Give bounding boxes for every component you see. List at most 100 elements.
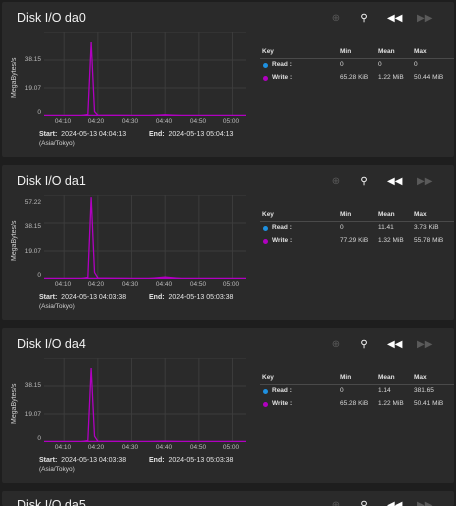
max-value: 50.41 MiB [414,400,444,407]
legend-header-min: Min [340,374,352,381]
end-value: 2024-05-13 05:03:38 [168,294,234,301]
read-dot-icon [263,226,268,231]
end-time: End: 2024-05-13 05:03:38 [149,294,233,301]
mean-value: 0 [378,61,382,68]
zoom-reset-icon[interactable]: ⚲ [360,13,368,24]
legend-row-read[interactable]: Read : 0 1.14 381.65 [260,386,454,399]
legend-header-min: Min [340,48,352,55]
y-tick: 57.22 [24,199,41,206]
max-value: 55.78 MiB [414,237,444,244]
legend-header-min: Min [340,211,352,218]
series-line-write [44,41,246,116]
forward-icon[interactable]: ▶▶ [417,13,433,24]
write-dot-icon [263,239,268,244]
legend-header-mean: Mean [378,211,395,218]
x-tick: 04:10 [54,281,72,288]
start-label: Start: [39,457,58,464]
zoom-in-icon[interactable]: ⊕ [331,13,341,24]
y-tick: 19.07 [24,248,41,255]
zoom-reset-icon[interactable]: ⚲ [360,500,368,506]
y-tick: 19.07 [24,411,41,418]
start-value: 2024-05-13 04:03:38 [61,457,127,464]
write-dot-icon [263,76,268,81]
series-name: Read : [272,61,292,68]
start-label: Start: [39,131,58,138]
start-value: 2024-05-13 04:04:13 [61,131,127,138]
series-name: Read : [272,224,292,231]
forward-icon[interactable]: ▶▶ [417,339,433,350]
card-title: Disk I/O da5 [17,498,86,506]
y-tick: 0 [37,272,41,279]
x-tick: 04:50 [189,281,207,288]
legend-header-key: Key [262,211,274,218]
y-tick: 19.07 [24,85,41,92]
legend-table: Key Min Mean Max Read : 0 0 0 Write : 65… [260,48,454,88]
max-value: 381.65 [414,387,434,394]
max-value: 50.44 MiB [414,74,444,81]
x-tick: 05:00 [222,444,240,451]
mean-value: 11.41 [378,224,394,231]
zoom-reset-icon[interactable]: ⚲ [360,176,368,187]
zoom-in-icon[interactable]: ⊕ [331,339,341,350]
mean-value: 1.32 MiB [378,237,404,244]
x-tick: 04:10 [54,118,72,125]
x-tick: 04:30 [121,281,139,288]
legend-divider [260,221,454,222]
zoom-reset-icon[interactable]: ⚲ [360,339,368,350]
disk-card-da0: Disk I/O da0 ⊕ ⚲ ◀◀ ▶▶ MegaBytes/s 38.15… [2,2,454,157]
x-tick: 04:40 [155,118,173,125]
timezone-label: (Asia/Tokyo) [39,303,75,310]
legend-row-write[interactable]: Write : 77.29 KiB 1.32 MiB 55.78 MiB [260,236,454,249]
zoom-in-icon[interactable]: ⊕ [331,500,341,506]
mean-value: 1.22 MiB [378,400,404,407]
x-tick: 04:40 [155,281,173,288]
legend-header-key: Key [262,48,274,55]
legend-divider [260,58,454,59]
y-axis-label: MegaBytes/s [11,220,18,262]
forward-icon[interactable]: ▶▶ [417,500,433,506]
read-dot-icon [263,63,268,68]
end-label: End: [149,131,165,138]
x-tick: 04:40 [155,444,173,451]
x-tick: 05:00 [222,281,240,288]
disk-card-da5: Disk I/O da5 ⊕ ⚲ ◀◀ ▶▶ [2,491,454,506]
y-tick: 38.15 [24,56,41,63]
rewind-icon[interactable]: ◀◀ [387,176,403,187]
legend-header-mean: Mean [378,374,395,381]
min-value: 65.28 KiB [340,74,369,81]
disk-io-chart[interactable] [44,195,246,279]
start-time: Start: 2024-05-13 04:03:38 [39,294,126,301]
min-value: 65.28 KiB [340,400,369,407]
forward-icon[interactable]: ▶▶ [417,176,433,187]
max-value: 3.73 KiB [414,224,439,231]
series-name: Write : [272,74,293,81]
legend-header-max: Max [414,48,427,55]
mean-value: 1.14 [378,387,391,394]
disk-io-chart[interactable] [44,358,246,442]
mean-value: 1.22 MiB [378,74,404,81]
rewind-icon[interactable]: ◀◀ [387,13,403,24]
x-tick: 04:10 [54,444,72,451]
start-value: 2024-05-13 04:03:38 [61,294,127,301]
x-tick: 04:20 [87,118,105,125]
x-tick: 04:30 [121,118,139,125]
card-title: Disk I/O da1 [17,174,86,188]
rewind-icon[interactable]: ◀◀ [387,500,403,506]
disk-card-da1: Disk I/O da1 ⊕ ⚲ ◀◀ ▶▶ MegaBytes/s 57.22… [2,165,454,320]
series-line-write [44,367,243,442]
rewind-icon[interactable]: ◀◀ [387,339,403,350]
y-axis-label: MegaBytes/s [11,383,18,425]
min-value: 0 [340,224,344,231]
legend-row-read[interactable]: Read : 0 11.41 3.73 KiB [260,223,454,236]
x-tick: 05:00 [222,118,240,125]
legend-row-write[interactable]: Write : 65.28 KiB 1.22 MiB 50.41 MiB [260,399,454,412]
max-value: 0 [414,61,418,68]
disk-io-chart[interactable] [44,32,246,116]
zoom-in-icon[interactable]: ⊕ [331,176,341,187]
disk-card-da4: Disk I/O da4 ⊕ ⚲ ◀◀ ▶▶ MegaBytes/s 38.15… [2,328,454,483]
legend-row-read[interactable]: Read : 0 0 0 [260,60,454,73]
legend-table: Key Min Mean Max Read : 0 1.14 381.65 Wr… [260,374,454,414]
card-title: Disk I/O da4 [17,337,86,351]
legend-row-write[interactable]: Write : 65.28 KiB 1.22 MiB 50.44 MiB [260,73,454,86]
y-tick: 0 [37,435,41,442]
